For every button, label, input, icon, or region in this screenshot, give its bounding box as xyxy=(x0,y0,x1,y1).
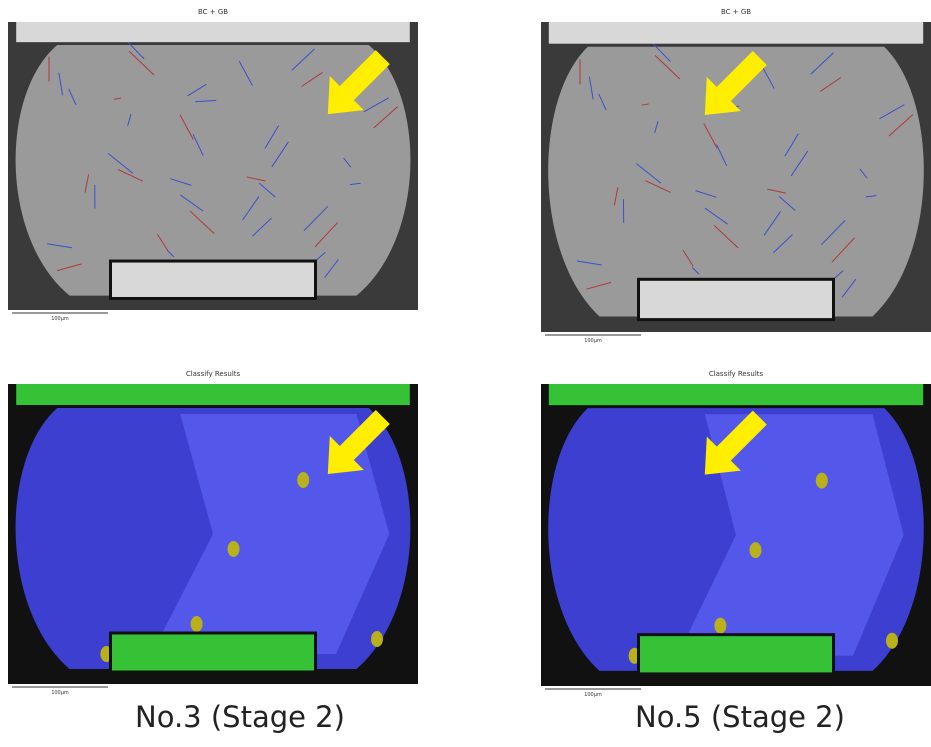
micrograph-panel: BC + GB 100µm xyxy=(541,6,931,348)
phase-spot xyxy=(750,542,762,558)
bottom-pad xyxy=(111,261,316,298)
phase-spot xyxy=(816,473,828,489)
panel-title: BC + GB xyxy=(198,8,228,16)
panel-title: BC + GB xyxy=(721,8,751,16)
scale-label: 100µm xyxy=(51,316,69,322)
scale-label: 100µm xyxy=(51,690,69,696)
phase-spot xyxy=(191,616,203,632)
micrograph-panel: Classify Results 100µm xyxy=(541,368,931,702)
phase-spot xyxy=(714,618,726,634)
scale-strip xyxy=(8,684,418,698)
micrograph-panel: Classify Results 100µm xyxy=(8,368,418,700)
caption: No.3 (Stage 2) xyxy=(40,700,440,734)
phase-spot xyxy=(371,631,383,647)
scale-strip xyxy=(8,310,418,324)
top-layer xyxy=(16,22,410,42)
bottom-pad xyxy=(639,635,834,674)
scale-label: 100µm xyxy=(584,338,602,344)
panel-title: Classify Results xyxy=(186,370,241,378)
phase-spot xyxy=(297,472,309,488)
top-layer xyxy=(549,384,923,405)
top-layer xyxy=(16,384,410,405)
phase-spot xyxy=(228,541,240,557)
top-layer xyxy=(549,22,923,44)
bottom-pad xyxy=(111,633,316,672)
panel-title: Classify Results xyxy=(709,370,764,378)
phase-spot xyxy=(886,633,898,649)
micrograph-panel: BC + GB 100µm xyxy=(8,6,418,326)
scale-label: 100µm xyxy=(584,692,602,698)
caption: No.5 (Stage 2) xyxy=(540,700,931,734)
bottom-pad xyxy=(639,279,834,319)
figure: No.3 (Stage 2) No.5 (Stage 2) BC + GB 100… xyxy=(0,0,931,747)
